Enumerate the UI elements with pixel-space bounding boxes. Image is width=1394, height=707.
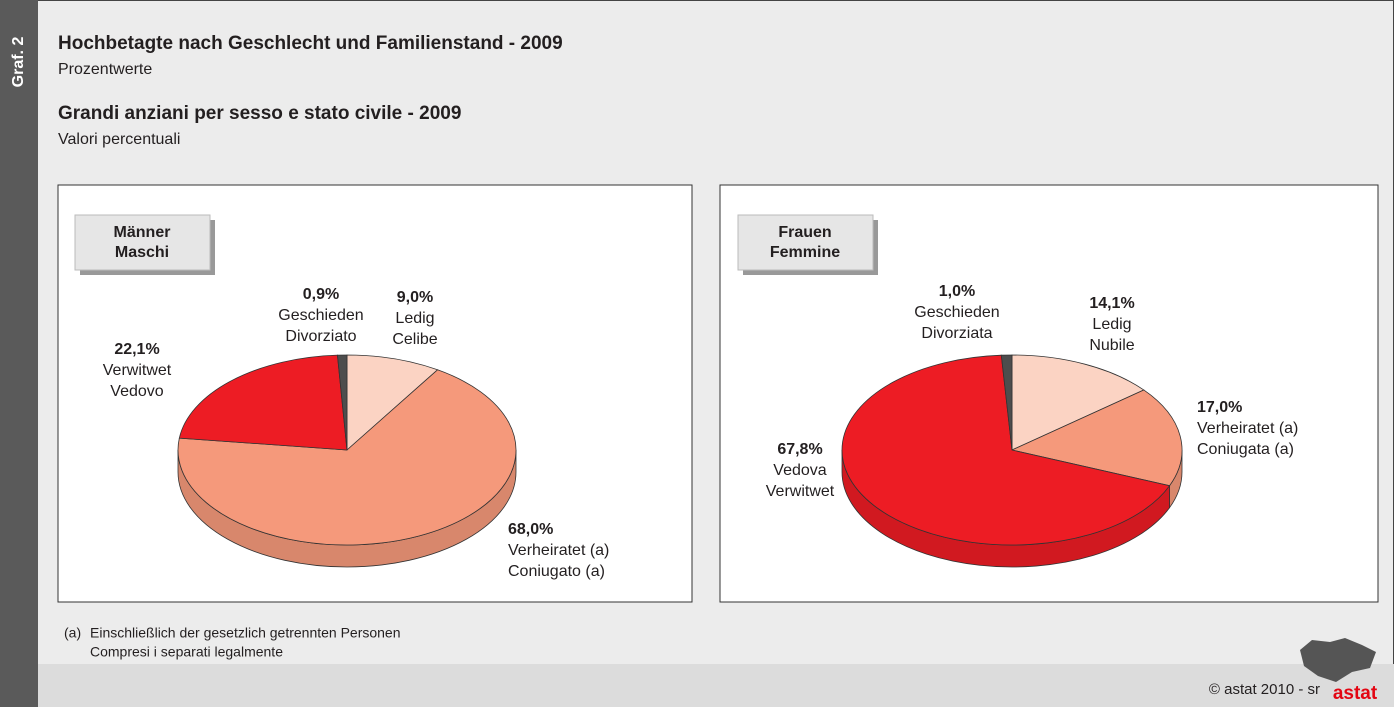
category-label: Divorziato (285, 328, 356, 345)
category-label: Celibe (392, 331, 437, 348)
slice (337, 354, 348, 451)
category-label: Nubile (1089, 337, 1134, 354)
footnote-de: Einschließlich der gesetzlich getrennten… (90, 625, 401, 641)
category-label: Verwitwet (103, 362, 172, 379)
title-de: Hochbetagte nach Geschlecht und Familien… (58, 33, 563, 54)
logo-text: astat (1333, 683, 1378, 704)
value-label: 14,1% (1089, 295, 1134, 312)
title-it: Grandi anziani per sesso e stato civile … (58, 103, 461, 124)
pie-subtitle: Femmine (770, 244, 840, 261)
pie-title: Männer (114, 224, 171, 241)
slice (841, 354, 1171, 546)
category-label: Verheiratet (a) (1197, 420, 1298, 437)
value-label: 67,8% (777, 441, 822, 458)
category-label: Divorziata (921, 325, 992, 342)
value-label: 22,1% (114, 341, 159, 358)
slice (178, 354, 348, 451)
side-strip (0, 0, 38, 707)
category-label: Geschieden (278, 307, 363, 324)
pie (841, 354, 1183, 568)
category-label: Ledig (395, 310, 434, 327)
slice (1000, 354, 1013, 451)
category-label: Ledig (1092, 316, 1131, 333)
footer-band (38, 664, 1394, 707)
value-label: 68,0% (508, 521, 553, 538)
slice (1010, 389, 1183, 487)
category-label: Verheiratet (a) (508, 542, 609, 559)
footnote-it: Compresi i separati legalmente (90, 644, 283, 660)
copyright: © astat 2010 - sr (1209, 681, 1320, 698)
subtitle-it: Valori percentuali (58, 131, 180, 148)
category-label: Coniugata (a) (1197, 441, 1294, 458)
category-label: Coniugato (a) (508, 563, 605, 580)
footnote-mark: (a) (64, 625, 81, 641)
title-box (74, 214, 211, 271)
logo-shape (1300, 638, 1376, 682)
pie-title: Frauen (778, 224, 831, 241)
category-label: Vedovo (110, 383, 163, 400)
value-label: 0,9% (303, 286, 339, 303)
pie-subtitle: Maschi (115, 244, 169, 261)
value-label: 17,0% (1197, 399, 1242, 416)
pie (177, 354, 517, 568)
category-label: Geschieden (914, 304, 999, 321)
title-box (737, 214, 874, 271)
value-label: 9,0% (397, 289, 433, 306)
slice (1011, 354, 1145, 451)
slice (177, 369, 517, 546)
charts: Männer Maschi 9,0% Ledig Celibe 68,0% Verheira… (74, 214, 1298, 580)
slice (346, 354, 439, 451)
subtitle-de: Prozentwerte (58, 61, 152, 78)
category-label: Verwitwet (766, 483, 835, 500)
category-label: Vedova (773, 462, 826, 479)
value-label: 1,0% (939, 283, 975, 300)
graf-label: Graf. 2 (10, 37, 27, 88)
